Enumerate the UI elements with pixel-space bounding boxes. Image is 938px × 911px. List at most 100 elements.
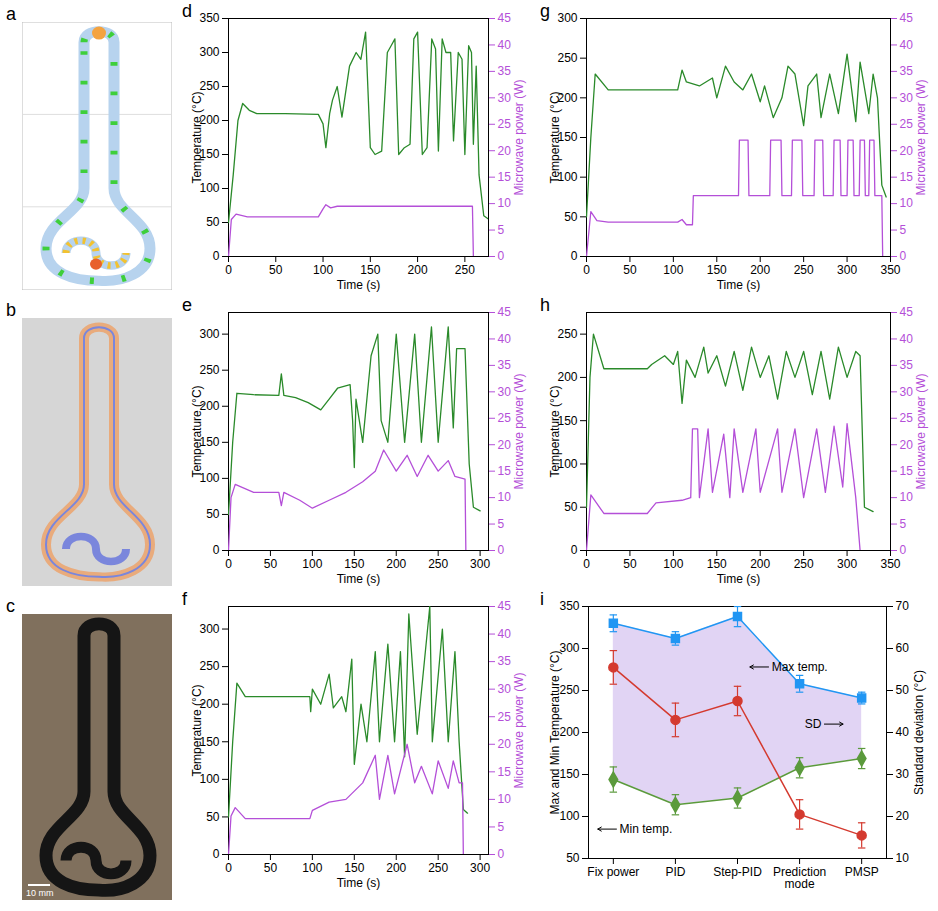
svg-text:250: 250: [794, 557, 814, 571]
svg-text:45: 45: [498, 599, 512, 613]
svg-text:150: 150: [707, 263, 727, 277]
svg-text:250: 250: [199, 363, 219, 377]
svg-text:Step-PID: Step-PID: [713, 865, 762, 879]
svg-text:10: 10: [896, 851, 910, 865]
svg-text:SD: SD: [805, 717, 822, 731]
svg-text:Temperature (°C): Temperature (°C): [190, 91, 204, 183]
svg-text:150: 150: [707, 557, 727, 571]
svg-text:250: 250: [455, 263, 475, 277]
svg-text:30: 30: [896, 767, 910, 781]
svg-text:Predictionmode: Predictionmode: [773, 865, 826, 891]
svg-text:300: 300: [559, 641, 579, 655]
svg-text:25: 25: [498, 117, 512, 131]
svg-text:100: 100: [663, 557, 683, 571]
svg-text:250: 250: [794, 263, 814, 277]
svg-text:30: 30: [498, 385, 512, 399]
svg-text:200: 200: [408, 263, 428, 277]
svg-text:45: 45: [900, 305, 914, 319]
svg-text:10: 10: [498, 792, 512, 806]
svg-text:15: 15: [900, 170, 914, 184]
svg-text:Microwave power (W): Microwave power (W): [914, 373, 928, 489]
svg-text:0: 0: [583, 263, 590, 277]
svg-text:5: 5: [498, 517, 505, 531]
svg-text:Time (s): Time (s): [337, 876, 381, 890]
svg-text:0: 0: [498, 847, 505, 861]
svg-text:0: 0: [213, 847, 220, 861]
svg-text:Time (s): Time (s): [337, 572, 381, 586]
svg-text:0: 0: [213, 249, 220, 263]
svg-text:20: 20: [900, 144, 914, 158]
svg-text:0: 0: [900, 249, 907, 263]
svg-text:30: 30: [900, 385, 914, 399]
svg-text:250: 250: [428, 557, 448, 571]
svg-text:Microwave power (W): Microwave power (W): [512, 373, 526, 489]
svg-text:150: 150: [559, 767, 579, 781]
svg-text:10: 10: [498, 196, 512, 210]
svg-text:25: 25: [900, 411, 914, 425]
svg-text:70: 70: [896, 599, 910, 613]
svg-text:5: 5: [900, 223, 907, 237]
svg-text:45: 45: [498, 11, 512, 25]
svg-text:10: 10: [900, 196, 914, 210]
svg-text:45: 45: [900, 11, 914, 25]
svg-text:0: 0: [498, 543, 505, 557]
svg-text:Time (s): Time (s): [717, 278, 761, 292]
svg-text:10: 10: [498, 490, 512, 504]
svg-text:5: 5: [498, 820, 505, 834]
svg-text:300: 300: [470, 861, 490, 875]
svg-text:300: 300: [557, 11, 577, 25]
svg-text:30: 30: [900, 91, 914, 105]
svg-text:35: 35: [498, 64, 512, 78]
svg-text:Microwave power (W): Microwave power (W): [914, 79, 928, 195]
svg-text:200: 200: [750, 557, 770, 571]
svg-text:100: 100: [302, 861, 322, 875]
svg-text:300: 300: [199, 45, 219, 59]
svg-text:Microwave power (W): Microwave power (W): [512, 79, 526, 195]
svg-text:50: 50: [206, 215, 220, 229]
svg-text:30: 30: [498, 91, 512, 105]
svg-text:40: 40: [498, 627, 512, 641]
svg-text:PID: PID: [665, 865, 685, 879]
svg-text:Min temp.: Min temp.: [620, 822, 673, 836]
svg-text:200: 200: [559, 725, 579, 739]
svg-text:Fix power: Fix power: [587, 865, 639, 879]
svg-text:50: 50: [564, 500, 578, 514]
svg-text:250: 250: [199, 79, 219, 93]
svg-text:Max temp.: Max temp.: [772, 660, 828, 674]
svg-text:150: 150: [344, 861, 364, 875]
svg-text:45: 45: [498, 305, 512, 319]
svg-text:150: 150: [344, 557, 364, 571]
svg-text:50: 50: [566, 851, 580, 865]
svg-text:50: 50: [623, 557, 637, 571]
svg-text:250: 250: [557, 51, 577, 65]
svg-text:40: 40: [896, 725, 910, 739]
svg-text:100: 100: [302, 557, 322, 571]
svg-text:0: 0: [498, 249, 505, 263]
svg-text:Max and Min Temperature (°C): Max and Min Temperature (°C): [548, 651, 562, 815]
svg-text:200: 200: [386, 861, 406, 875]
svg-text:50: 50: [269, 263, 283, 277]
svg-text:0: 0: [900, 543, 907, 557]
svg-text:PMSP: PMSP: [845, 865, 879, 879]
svg-text:35: 35: [900, 358, 914, 372]
svg-text:Temperature (°C): Temperature (°C): [190, 684, 204, 776]
svg-text:Temperature (°C): Temperature (°C): [548, 385, 562, 477]
svg-text:0: 0: [213, 543, 220, 557]
svg-text:300: 300: [470, 557, 490, 571]
svg-text:35: 35: [900, 64, 914, 78]
svg-text:300: 300: [199, 622, 219, 636]
svg-text:50: 50: [896, 683, 910, 697]
svg-text:5: 5: [900, 517, 907, 531]
svg-text:20: 20: [900, 438, 914, 452]
svg-text:250: 250: [559, 683, 579, 697]
svg-text:350: 350: [880, 557, 900, 571]
svg-text:250: 250: [199, 659, 219, 673]
svg-text:250: 250: [428, 861, 448, 875]
svg-text:20: 20: [498, 438, 512, 452]
svg-text:Time (s): Time (s): [337, 278, 381, 292]
svg-text:0: 0: [225, 861, 232, 875]
svg-text:15: 15: [498, 464, 512, 478]
svg-text:0: 0: [225, 557, 232, 571]
svg-text:100: 100: [559, 809, 579, 823]
svg-text:200: 200: [750, 263, 770, 277]
